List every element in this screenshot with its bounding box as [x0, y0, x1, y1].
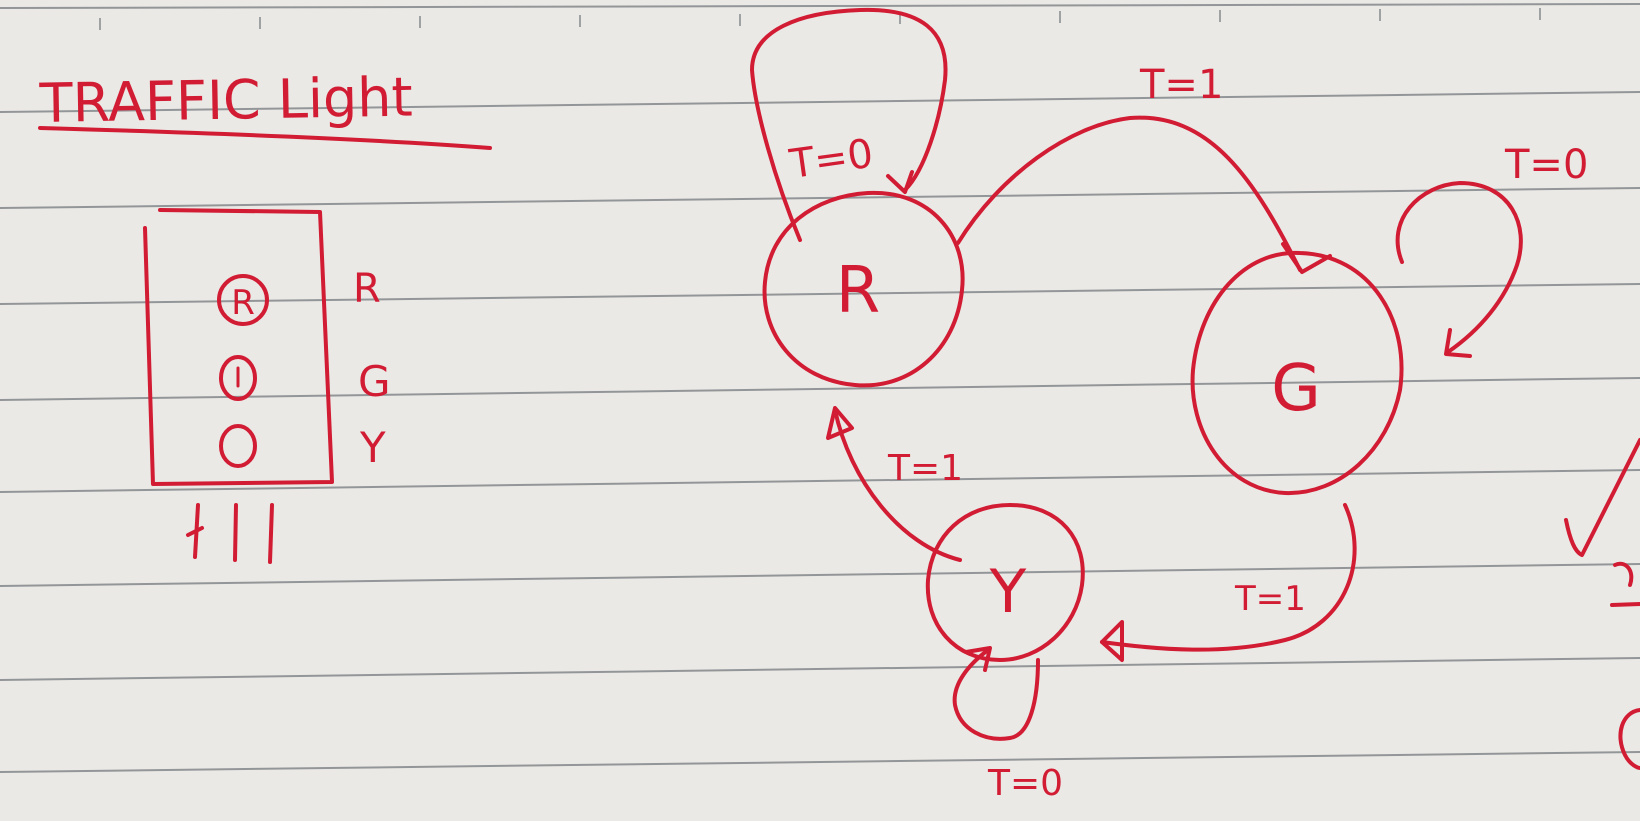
transition-g-g-label: T=0 — [1504, 142, 1588, 188]
transition-g-y-label: T=1 — [1234, 579, 1306, 619]
transition-r-g-label: T=1 — [1139, 62, 1223, 108]
transition-y-r: T=1 — [826, 406, 963, 562]
state-y-circle — [925, 503, 1085, 662]
state-g-label: G — [1271, 352, 1321, 426]
top-ticks — [99, 8, 1541, 30]
green-lamp — [219, 355, 257, 401]
checkmark — [1564, 438, 1640, 557]
state-y: Y — [925, 503, 1085, 662]
transition-g-g-arrow — [1395, 181, 1523, 354]
transition-r-r-arrow — [750, 7, 948, 242]
margin-marks — [1564, 438, 1640, 770]
light-label-red: R — [353, 266, 381, 312]
transition-g-g-arrowhead — [1444, 328, 1472, 358]
transition-r-r-arrowhead — [886, 170, 914, 194]
traffic-light-box: R R G Y — [143, 208, 391, 564]
transition-g-y-arrow — [1100, 503, 1357, 652]
state-r: R — [762, 190, 965, 388]
light-pins — [186, 503, 274, 564]
state-g: G — [1190, 250, 1404, 496]
title: TRAFFIC Light — [38, 65, 413, 135]
transition-y-y-arrowhead — [964, 646, 992, 672]
light-label-green: G — [358, 357, 391, 406]
red-lamp-letter: R — [231, 283, 255, 323]
margin-scribble-2 — [1618, 708, 1640, 770]
transition-r-g-arrow — [956, 115, 1302, 272]
transition-g-y: T=1 — [1100, 503, 1357, 662]
state-g-circle — [1190, 250, 1404, 496]
light-box-outline — [143, 208, 334, 486]
state-r-label: R — [836, 254, 880, 328]
state-r-circle — [762, 190, 965, 388]
margin-scribble-1 — [1610, 561, 1640, 607]
light-label-yellow: Y — [359, 423, 386, 472]
ruled-lines — [0, 3, 1640, 773]
state-y-label: Y — [989, 557, 1027, 627]
title-underline — [38, 126, 492, 150]
transition-y-r-label: T=1 — [887, 448, 963, 489]
transition-r-g: T=1 — [956, 62, 1332, 274]
transition-y-y: T=0 — [952, 646, 1063, 804]
transition-g-g: T=0 — [1395, 142, 1588, 358]
transition-y-r-arrow — [833, 408, 962, 562]
transition-g-y-arrowhead — [1100, 620, 1124, 662]
red-lamp — [217, 274, 269, 326]
transition-y-y-arrow — [952, 648, 1040, 741]
transition-y-y-label: T=0 — [987, 763, 1063, 804]
yellow-lamp — [219, 424, 257, 468]
transition-y-r-arrowhead — [826, 406, 854, 440]
transition-r-g-arrowhead — [1281, 242, 1332, 274]
